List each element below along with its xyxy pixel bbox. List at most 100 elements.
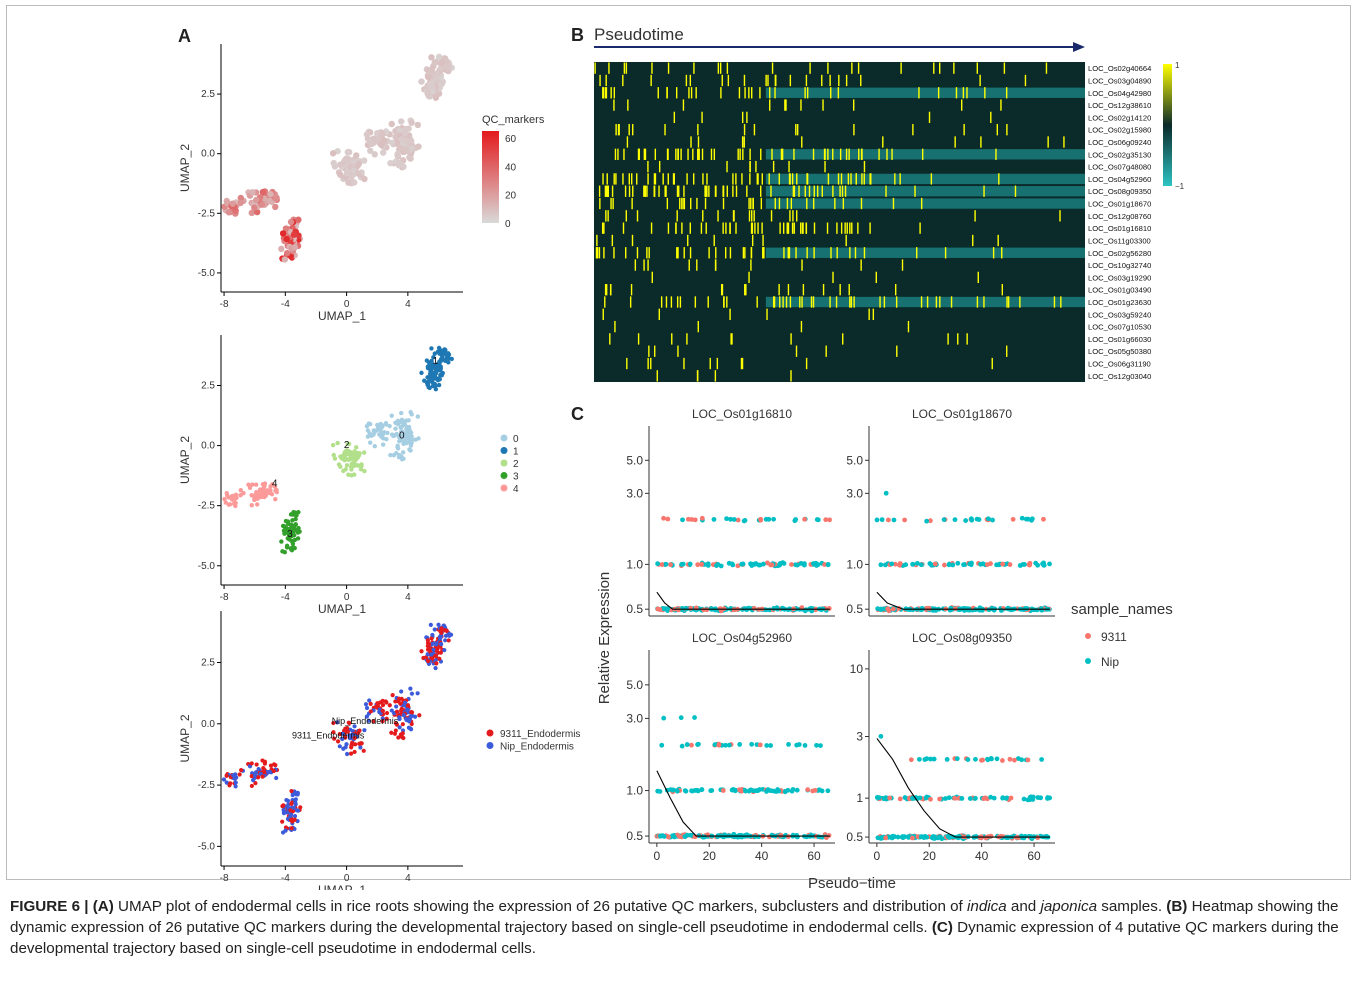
qc-colorbar-tick: 60 [505,134,517,145]
qc-point [438,60,445,67]
facet-point [744,832,750,838]
facet-point [714,563,719,568]
heatmap-cell [1006,345,1008,357]
heatmap-cell [702,173,704,185]
heatmap-row-label: LOC_Os01g18670 [1088,200,1151,209]
heatmap-cell [731,333,733,345]
qc-point [396,159,403,167]
heatmap-cell [781,148,784,160]
heatmap-cell [849,296,851,308]
sample-point [332,736,337,741]
qc-point [388,120,395,128]
cluster-point [369,433,374,438]
cluster-point [436,382,442,388]
heatmap-row-label: LOC_Os03g59240 [1088,310,1151,319]
facet-point [906,834,912,840]
facet-point [1039,757,1045,762]
heatmap-cell [694,296,697,308]
heatmap-cell [697,320,699,333]
qc-point [392,133,399,141]
qc-colorbar [482,131,499,223]
heatmap-cell [812,296,815,308]
cluster-point [404,430,409,436]
heatmap-cell [687,234,689,247]
heatmap-cell [647,173,649,185]
facet-legend-title: sample_names [1071,601,1173,618]
sample-point [331,720,336,726]
cluster-point [389,413,394,418]
facet-point [1000,758,1005,763]
sample-point [400,722,405,727]
cluster-point [378,434,384,439]
facet-point [1012,757,1017,763]
heatmap-cell [628,173,630,185]
heatmap-cell [919,222,921,234]
sample-point [447,633,452,638]
heatmap-row-label: LOC_Os02g56280 [1088,249,1151,258]
facet-point [1035,795,1041,800]
sample-point [432,627,437,632]
heatmap-cell [690,197,692,210]
heatmap-cell [976,296,979,308]
heatmap-cell [643,148,646,160]
heatmap-cell [618,124,620,136]
qc-colorbar-tick: 0 [505,219,511,230]
qc-point [367,147,374,154]
qc-point [401,129,409,137]
figure-frame [6,5,1351,880]
facet-point [1000,561,1006,567]
facet-points [655,515,832,614]
heatmap-cell [821,74,823,87]
sample-point [331,730,336,735]
cluster-point [393,426,398,431]
cluster-point [430,380,435,385]
heatmap-cell [629,296,632,308]
sample-point [380,719,385,724]
heatmap-cell [789,173,791,185]
heatmap-cell [766,308,768,320]
heatmap-cell [826,222,829,234]
heatmap-cell [634,259,637,271]
sample-point [284,797,289,803]
heatmap-row-label: LOC_Os03g04890 [1088,76,1151,85]
facet-title: LOC_Os08g09350 [912,631,1012,645]
heatmap-cell [795,247,797,259]
cluster-point [408,430,414,435]
cluster-label: 0 [399,430,405,441]
heatmap-cell [832,148,834,160]
facet-point [739,834,745,840]
heatmap-cell [1060,296,1062,308]
qc-point [433,74,440,82]
facet-point [922,834,928,839]
heatmap-cell [850,296,853,308]
cluster-point [351,460,357,465]
qc-point [406,154,413,161]
heatmap-cell [883,296,886,308]
caption-label-c: (C) [931,919,953,936]
heatmap-teal-band [765,149,1085,160]
cluster-point [380,442,386,447]
sample-point [346,720,351,725]
heatmap-cell [672,173,675,185]
facet-point [946,562,952,568]
facet-point [878,733,884,739]
heatmap-cell [847,173,850,185]
heatmap-cell [679,197,681,210]
cluster-point [282,549,288,555]
heatmap-cell [907,320,910,333]
qc-point [355,170,362,177]
cluster-point [430,376,435,382]
facet-point [814,742,819,748]
qc-point [237,194,244,202]
sample-point [413,714,418,719]
heatmap-cell [596,234,598,247]
heatmap-cell [821,185,823,197]
facet-point [792,518,798,524]
heatmap-cell [613,173,615,185]
heatmap-cell [892,197,895,210]
heatmap-cell [757,222,759,234]
facet-point [897,796,903,802]
facet-point [883,835,889,841]
heatmap-cell [744,87,746,99]
heatmap-cell [599,74,601,87]
